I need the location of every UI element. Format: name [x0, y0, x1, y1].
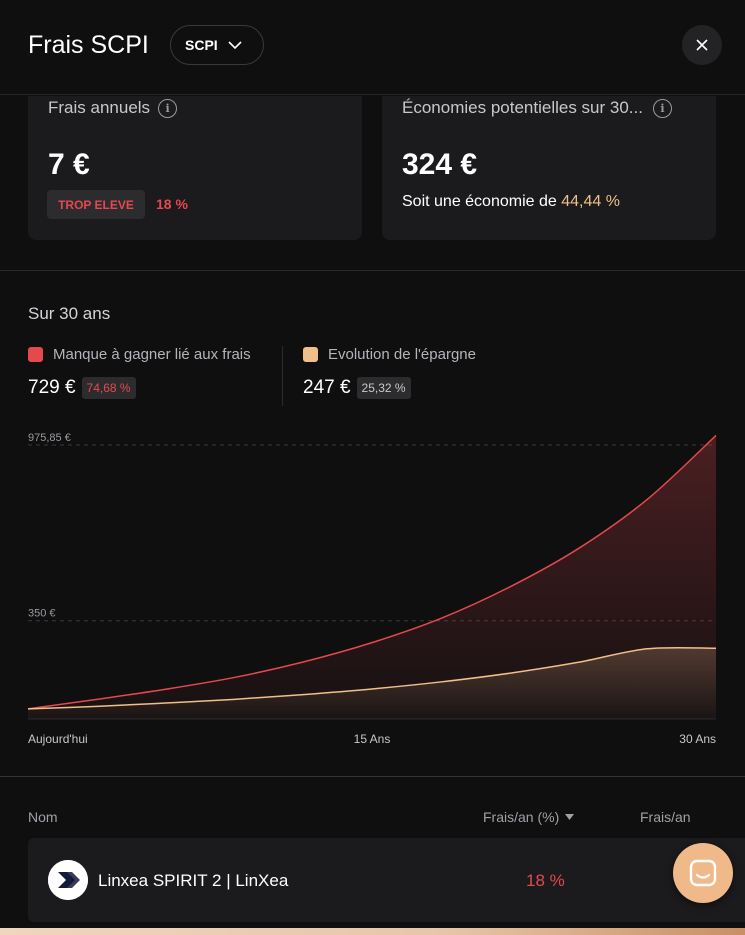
annual-fees-value: 7 € [48, 148, 90, 181]
legend-separator [282, 346, 283, 406]
savings-value: 324 € [402, 148, 478, 181]
dropdown-value: SCPI [185, 37, 218, 53]
legend-pct: 74,68 % [81, 377, 136, 399]
chat-icon [689, 859, 717, 887]
series-line [27, 646, 717, 710]
series-area [28, 647, 716, 719]
series-area [28, 435, 716, 719]
row-fees-pct: 18 % [526, 871, 565, 890]
annual-fees-pct: 18 % [156, 196, 188, 212]
savings-pct: 44,44 % [561, 193, 620, 210]
x-tick-label: Aujourd'hui [28, 732, 88, 746]
column-header-name[interactable]: Nom [28, 809, 58, 825]
divider [0, 270, 745, 271]
chat-button[interactable] [673, 843, 733, 903]
annual-fees-label: Frais annuels [48, 98, 151, 117]
legend-amount: 247 € [303, 377, 351, 398]
legend-pct: 25,32 % [356, 377, 411, 399]
column-header-fees-pct-label: Frais/an (%) [483, 809, 560, 825]
table-row[interactable]: Linxea SPIRIT 2 | LinXea 18 % 7 [28, 838, 745, 922]
close-icon [696, 39, 708, 51]
category-dropdown[interactable]: SCPI [170, 25, 264, 65]
y-tick-label: 975,85 € [28, 432, 71, 444]
x-tick-label: 15 Ans [354, 732, 391, 746]
savings-card: Économies potentielles sur 30... i 324 €… [382, 96, 716, 240]
legend-item-savings: Evolution de l'épargne 247 € 25,32 % [303, 346, 476, 399]
column-header-fees[interactable]: Frais/an [640, 809, 691, 825]
legend-item-fees: Manque à gagner lié aux frais 729 € 74,6… [28, 346, 251, 399]
info-icon[interactable]: i [158, 98, 178, 118]
page-title: Frais SCPI [28, 31, 149, 59]
annual-fees-card: Frais annuels i 7 € TROP ELEVE 18 % [28, 96, 362, 240]
sort-down-icon [565, 814, 575, 820]
savings-label: Économies potentielles sur 30... [402, 98, 643, 117]
info-icon[interactable]: i [652, 98, 672, 118]
linxea-logo-icon [48, 860, 88, 900]
legend-amount: 729 € [28, 377, 76, 398]
growth-chart: 975,85 € 350 € Aujourd'hui 15 Ans 30 Ans [27, 432, 717, 746]
y-tick-label: 350 € [28, 608, 56, 620]
legend-swatch-orange [303, 347, 318, 362]
page-footer-strip [0, 925, 745, 935]
x-tick-label: 30 Ans [679, 732, 716, 746]
legend-swatch-red [28, 347, 43, 362]
close-button[interactable] [682, 25, 722, 65]
series-line [27, 434, 717, 710]
savings-text: Soit une économie de 44,44 % [402, 193, 620, 211]
chevron-down-icon [228, 40, 242, 49]
legend-label: Manque à gagner lié aux frais [53, 346, 251, 363]
row-name: Linxea SPIRIT 2 | LinXea [98, 871, 289, 890]
section-title: Sur 30 ans [28, 304, 111, 323]
legend-label: Evolution de l'épargne [328, 346, 476, 363]
divider [0, 776, 745, 777]
modal-header: Frais SCPI SCPI [0, 0, 745, 95]
column-header-fees-pct[interactable]: Frais/an (%) [483, 809, 575, 825]
status-badge: TROP ELEVE [47, 190, 145, 219]
savings-text-prefix: Soit une économie de [402, 193, 557, 210]
